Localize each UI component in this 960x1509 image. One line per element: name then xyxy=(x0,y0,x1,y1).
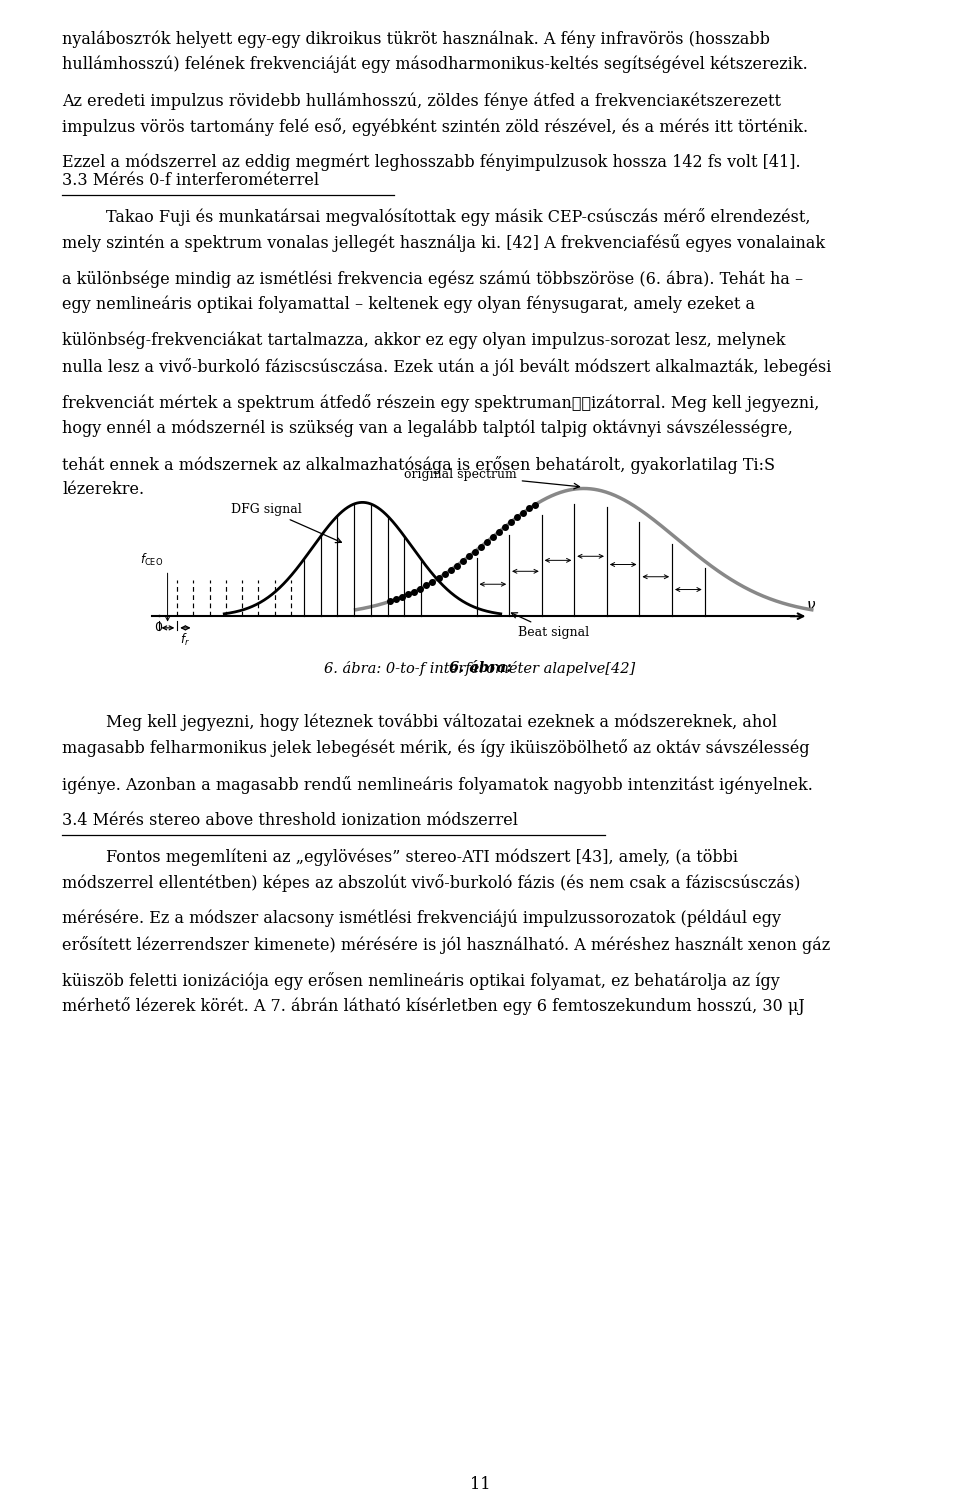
Point xyxy=(382,590,397,614)
Text: módszerrel ellentétben) képes az abszolút vivő-burkoló fázis (és nem csak a fázi: módszerrel ellentétben) képes az abszolú… xyxy=(62,874,801,892)
Point xyxy=(431,566,446,590)
Text: nyaláboszтók helyett egy-egy dikroikus tükröt használnak. A fény infravörös (hos: nyaláboszтók helyett egy-egy dikroikus t… xyxy=(62,30,770,48)
Text: egy nemlineáris optikai folyamattal – keltenek egy olyan fénysugarat, amely ezek: egy nemlineáris optikai folyamattal – ke… xyxy=(62,296,756,314)
Text: hogy ennél a módszernél is szükség van a legalább talptól talpig oktávnyi sávszé: hogy ennél a módszernél is szükség van a… xyxy=(62,420,793,438)
Text: erősített lézerrendszer kimenete) mérésére is jól használható. A méréshez haszná: erősített lézerrendszer kimenete) mérésé… xyxy=(62,936,830,954)
Point xyxy=(419,573,434,598)
Text: magasabb felharmonikus jelek lebegését mérik, és így iküiszöbölhető az oktáv sáv: magasabb felharmonikus jelek lebegését m… xyxy=(62,739,810,758)
Point xyxy=(407,579,422,604)
Point xyxy=(413,576,428,601)
Text: nulla lesz a vivő-burkoló fáziscsúsczása. Ezek után a jól bevált módszert alkalm: nulla lesz a vivő-burkoló fáziscsúsczása… xyxy=(62,358,831,376)
Point xyxy=(473,534,489,558)
Text: impulzus vörös tartomány felé eső, egyébként szintén zöld részével, és a mérés i: impulzus vörös tartomány felé eső, egyéb… xyxy=(62,118,808,136)
Text: Beat signal: Beat signal xyxy=(512,613,589,638)
Text: Meg kell jegyezni, hogy léteznek további változatai ezeknek a módszereknek, ahol: Meg kell jegyezni, hogy léteznek további… xyxy=(106,714,777,732)
Point xyxy=(389,587,404,611)
Text: mérésére. Ez a módszer alacsony ismétlési frekvenciájú impulzussorozatok (példáu: mérésére. Ez a módszer alacsony ismétlés… xyxy=(62,910,781,928)
Point xyxy=(449,554,465,578)
Text: Takao Fuji és munkatársai megvalósítottak egy másik CEP-csúsczás mérő elrendezés: Takao Fuji és munkatársai megvalósította… xyxy=(106,208,810,226)
Text: $f_\mathrm{CEO}$: $f_\mathrm{CEO}$ xyxy=(140,551,163,567)
Point xyxy=(492,519,507,543)
Point xyxy=(486,525,501,549)
Text: 6. ábra:: 6. ábra: xyxy=(448,661,512,675)
Text: 6. ábra: 0-to-f interferométer alapelve[42]: 6. ábra: 0-to-f interferométer alapelve[… xyxy=(324,661,636,676)
Point xyxy=(468,540,483,564)
Text: a különbsége mindig az ismétlési frekvencia egész számú többszöröse (6. ábra). T: a különbsége mindig az ismétlési frekven… xyxy=(62,270,804,288)
Text: 3.4 Mérés stereo above threshold ionization módszerrel: 3.4 Mérés stereo above threshold ionizat… xyxy=(62,812,518,828)
Point xyxy=(521,496,537,521)
Point xyxy=(437,561,452,585)
Point xyxy=(461,545,476,569)
Text: mely szintén a spektrum vonalas jellegét használja ki. [42] A frekvenciafésű egy: mely szintén a spektrum vonalas jellegét… xyxy=(62,234,826,252)
Text: mérhető lézerek körét. A 7. ábrán látható kísérletben egy 6 femtoszekundum hossz: mérhető lézerek körét. A 7. ábrán láthat… xyxy=(62,997,805,1016)
Text: tehát ennek a módszernek az alkalmazhatósága is erősen behatárolt, gyakorlatilag: tehát ennek a módszernek az alkalmazható… xyxy=(62,456,776,474)
Text: 3.3 Mérés 0-f interferométerrel: 3.3 Mérés 0-f interferométerrel xyxy=(62,172,320,189)
Point xyxy=(510,506,525,530)
Text: hullámhosszú) felének frekvenciáját egy másodharmonikus-keltés segítségével kéts: hullámhosszú) felének frekvenciáját egy … xyxy=(62,56,808,74)
Point xyxy=(497,515,513,539)
Text: original spectrum: original spectrum xyxy=(404,468,580,489)
Text: lézerekre.: lézerekre. xyxy=(62,481,145,498)
Point xyxy=(443,558,458,582)
Text: különbség-frekvenciákat tartalmazza, akkor ez egy olyan impulzus-sorozat lesz, m: különbség-frekvenciákat tartalmazza, akk… xyxy=(62,332,786,350)
Text: Ezzel a módszerrel az eddig megmért leghosszabb fényimpulzusok hossza 142 fs vol: Ezzel a módszerrel az eddig megmért legh… xyxy=(62,154,801,172)
Text: $\nu$: $\nu$ xyxy=(806,598,816,613)
Text: igénye. Azonban a magasabb rendű nemlineáris folyamatok nagyobb intenzitást igén: igénye. Azonban a magasabb rendű nemline… xyxy=(62,776,813,794)
Text: 0: 0 xyxy=(155,622,162,634)
Text: küiszöb feletti ionizációja egy erősen nemlineáris optikai folyamat, ez behatáro: küiszöb feletti ionizációja egy erősen n… xyxy=(62,972,780,990)
Point xyxy=(528,492,543,516)
Text: $f_r$: $f_r$ xyxy=(180,631,190,647)
Point xyxy=(455,549,470,573)
Text: frekvenciát mértek a spektrum átfedő részein egy spektrumanालizátorral. Meg kell: frekvenciát mértek a spektrum átfedő rés… xyxy=(62,394,820,412)
Text: 11: 11 xyxy=(469,1476,491,1492)
Text: Fontos megemlíteni az „egylövéses” stereo-ATI módszert [43], amely, (a többi: Fontos megemlíteni az „egylövéses” stere… xyxy=(106,848,737,866)
Point xyxy=(424,570,440,595)
Point xyxy=(400,582,416,607)
Point xyxy=(479,530,494,554)
Text: DFG signal: DFG signal xyxy=(231,502,342,543)
Point xyxy=(516,501,531,525)
Point xyxy=(395,585,410,610)
Point xyxy=(503,510,518,534)
Text: Az eredeti impulzus rövidebb hullámhosszú, zöldes fénye átfed a frekvenciакétsze: Az eredeti impulzus rövidebb hullámhossz… xyxy=(62,92,781,110)
